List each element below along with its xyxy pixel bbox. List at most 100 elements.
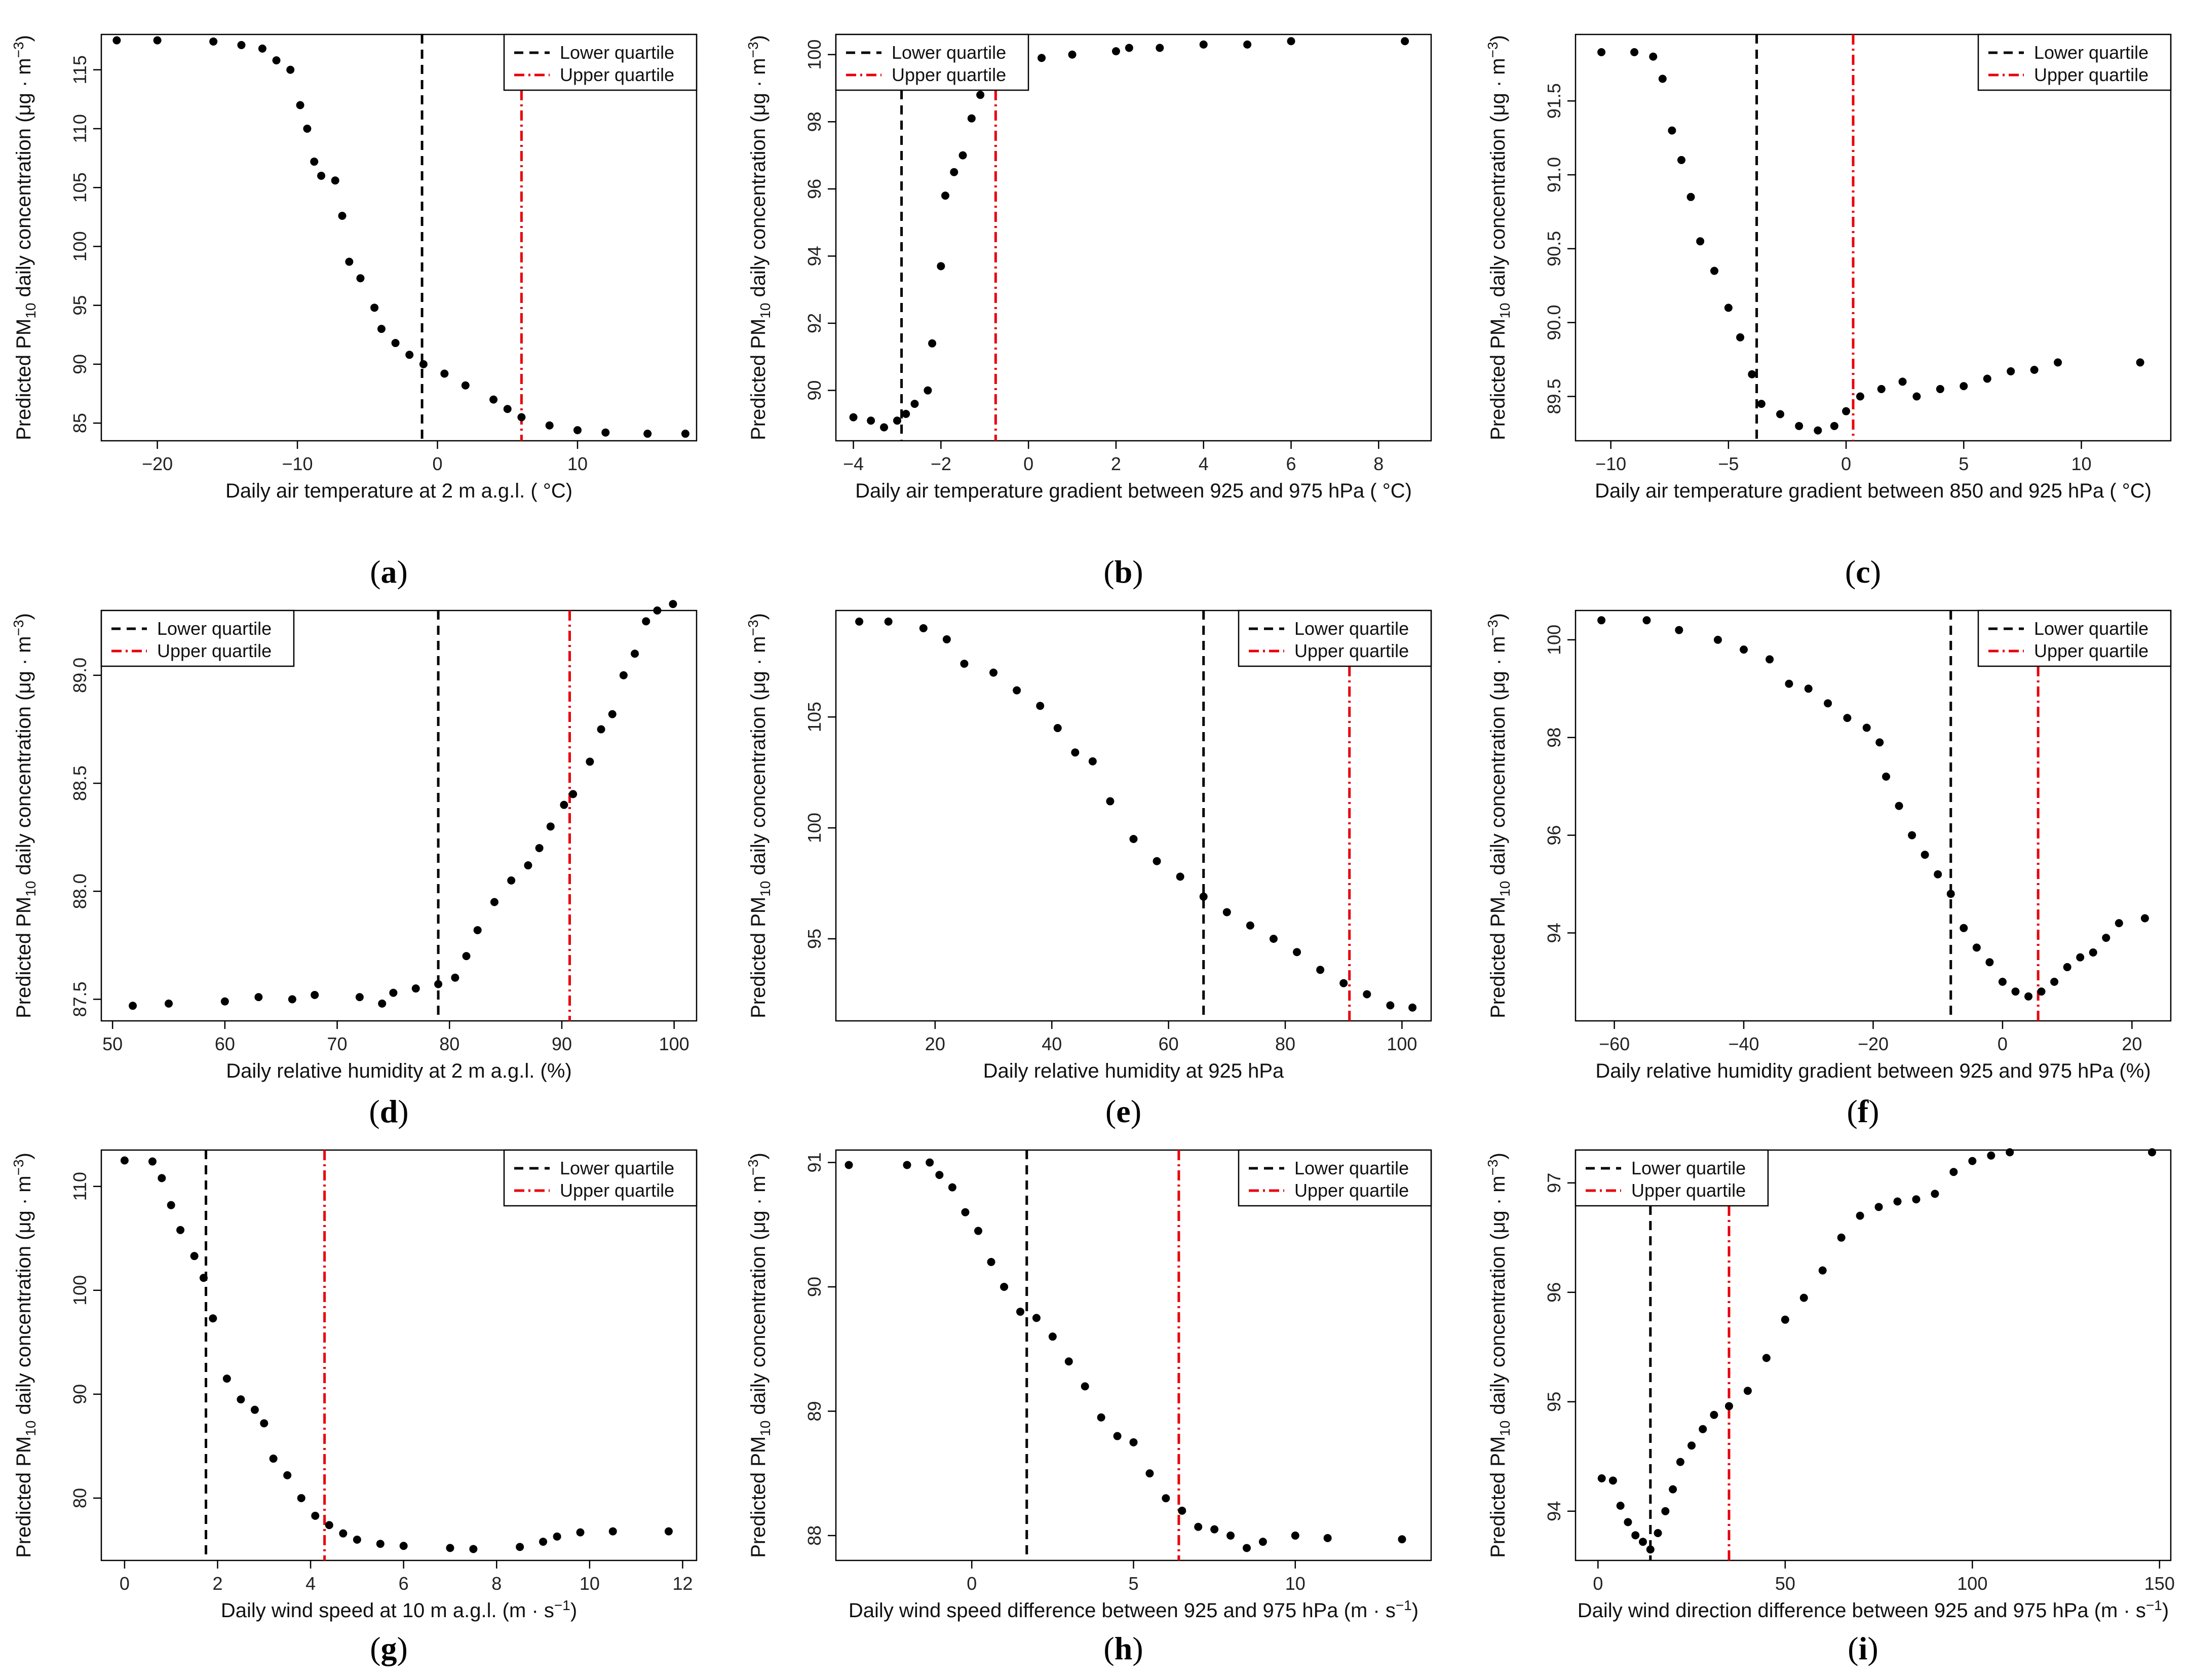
y-tick-label: 85 bbox=[69, 413, 90, 433]
y-axis-label: Predicted PM10 daily concentration (μg ·… bbox=[11, 613, 39, 1018]
x-tick-label: 0 bbox=[1841, 453, 1851, 474]
data-point bbox=[1875, 738, 1884, 747]
y-tick-label: 88 bbox=[804, 1525, 825, 1546]
data-point bbox=[461, 381, 470, 390]
data-point bbox=[1877, 385, 1886, 393]
data-point bbox=[1658, 74, 1667, 83]
data-point bbox=[1862, 723, 1871, 732]
data-point bbox=[1222, 908, 1231, 917]
data-point bbox=[903, 1161, 911, 1169]
panel-label: (f) bbox=[1847, 1093, 1879, 1129]
data-point bbox=[1243, 1544, 1251, 1552]
x-tick-label: −10 bbox=[1595, 453, 1626, 474]
x-tick-label: 8 bbox=[1373, 453, 1384, 474]
y-tick-label: 100 bbox=[804, 40, 825, 70]
data-point bbox=[1912, 1195, 1921, 1204]
data-point bbox=[1113, 1432, 1122, 1440]
data-point bbox=[1830, 422, 1838, 430]
data-point bbox=[1921, 851, 1929, 859]
legend-upper-label: Upper quartile bbox=[560, 64, 674, 85]
x-tick-label: 10 bbox=[580, 1573, 600, 1594]
data-point bbox=[1856, 1211, 1864, 1220]
data-point bbox=[1842, 407, 1851, 415]
data-point bbox=[1936, 385, 1944, 393]
data-point bbox=[317, 171, 326, 180]
data-point bbox=[1032, 1314, 1041, 1322]
plot-frame bbox=[835, 33, 1432, 442]
data-point bbox=[1960, 382, 1968, 391]
data-point bbox=[1960, 924, 1968, 932]
data-point bbox=[1713, 635, 1722, 644]
data-point bbox=[855, 617, 864, 626]
data-point bbox=[440, 369, 449, 378]
legend-box bbox=[503, 33, 698, 91]
data-point bbox=[1156, 44, 1164, 52]
x-tick-label: 100 bbox=[1957, 1573, 1987, 1594]
data-point bbox=[619, 671, 628, 679]
x-tick-label: 0 bbox=[1023, 453, 1033, 474]
data-point bbox=[490, 898, 498, 906]
data-point bbox=[209, 37, 218, 46]
data-point bbox=[1401, 37, 1409, 46]
data-point bbox=[1363, 990, 1371, 999]
data-point bbox=[681, 430, 689, 438]
data-point bbox=[516, 1543, 524, 1551]
legend-lower-label: Lower quartile bbox=[2034, 42, 2148, 63]
data-point bbox=[1176, 872, 1184, 881]
data-point bbox=[1616, 1502, 1625, 1510]
data-point bbox=[153, 36, 162, 45]
data-point bbox=[1804, 684, 1813, 693]
data-point bbox=[258, 44, 266, 53]
panel-label: (c) bbox=[1845, 554, 1881, 590]
data-point bbox=[237, 41, 246, 49]
data-point bbox=[1934, 870, 1942, 879]
data-point bbox=[112, 36, 121, 45]
data-point bbox=[1795, 422, 1803, 430]
data-point bbox=[297, 1494, 305, 1502]
data-point bbox=[1646, 1545, 1655, 1554]
data-point bbox=[1053, 724, 1062, 733]
x-axis-label: Daily wind speed difference between 925 … bbox=[849, 1597, 1418, 1622]
data-point bbox=[642, 617, 650, 626]
data-point bbox=[545, 421, 554, 430]
y-tick-label: 100 bbox=[804, 813, 825, 843]
data-point bbox=[845, 1161, 853, 1169]
x-tick-label: 100 bbox=[659, 1034, 689, 1054]
data-point bbox=[1987, 1151, 1995, 1160]
data-point bbox=[356, 274, 365, 283]
y-tick-label: 110 bbox=[69, 1172, 90, 1201]
data-point bbox=[286, 65, 295, 74]
data-point bbox=[339, 1529, 348, 1538]
data-point bbox=[2007, 367, 2015, 375]
data-point bbox=[199, 1274, 208, 1282]
data-point bbox=[331, 176, 339, 185]
data-point bbox=[1068, 50, 1077, 59]
plot-frame bbox=[835, 609, 1432, 1022]
data-point bbox=[1339, 979, 1348, 987]
data-point bbox=[1893, 1197, 1902, 1206]
x-tick-label: 0 bbox=[1593, 1573, 1603, 1594]
data-point bbox=[1908, 831, 1916, 839]
y-tick-label: 87.5 bbox=[69, 981, 90, 1017]
data-point bbox=[1856, 392, 1864, 401]
legend-lower-label: Lower quartile bbox=[892, 42, 1006, 63]
legend-upper-label: Upper quartile bbox=[1294, 1180, 1409, 1201]
data-point bbox=[2115, 919, 2123, 928]
data-point bbox=[1669, 1485, 1677, 1494]
chart-panel-f: −60 −40 −20 0 20 94 96 98 100 Daily relative humi… bbox=[1485, 609, 2172, 1129]
data-point bbox=[489, 395, 498, 404]
data-point bbox=[1624, 1518, 1632, 1526]
legend-box bbox=[1575, 1149, 1769, 1207]
data-point bbox=[260, 1419, 268, 1428]
data-point bbox=[987, 1257, 995, 1266]
y-tick-label: 95 bbox=[1544, 1392, 1564, 1412]
y-tick-label: 100 bbox=[69, 1275, 90, 1306]
legend-box bbox=[835, 33, 1029, 91]
x-tick-label: 0 bbox=[433, 453, 443, 474]
data-point bbox=[2037, 987, 2046, 996]
data-point bbox=[1038, 54, 1046, 62]
data-point bbox=[507, 876, 516, 885]
data-point bbox=[1153, 857, 1161, 865]
y-tick-label: 115 bbox=[69, 55, 90, 84]
data-point bbox=[1210, 1525, 1219, 1534]
